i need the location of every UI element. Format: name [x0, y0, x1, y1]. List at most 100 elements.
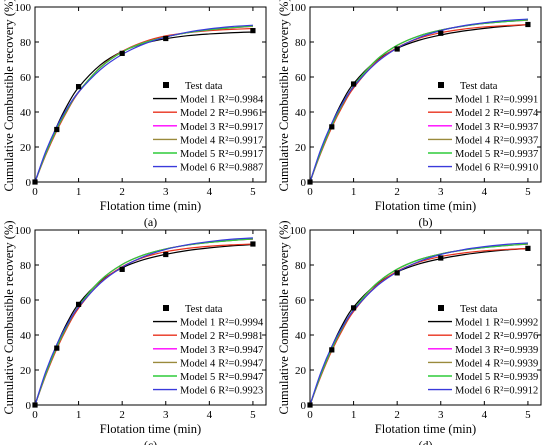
legend-r2-value: R²=0.9937 — [493, 149, 538, 160]
legend-r2-value: R²=0.9976 — [493, 331, 538, 342]
y-tick-label: 60 — [295, 295, 307, 307]
legend-r2-value: R²=0.9947 — [218, 372, 263, 383]
test-data-point — [250, 28, 256, 34]
y-tick-label: 20 — [20, 365, 32, 377]
legend-r2-value: R²=0.9939 — [493, 345, 538, 356]
y-tick-label: 0 — [301, 400, 307, 412]
y-tick-label: 40 — [20, 107, 32, 119]
x-tick-label: 1 — [351, 186, 357, 198]
legend-label-model-4: Model 4 R²=0.9939 — [455, 358, 538, 369]
legend-label-model-4: Model 4 R²=0.9917 — [180, 135, 263, 146]
y-tick-label: 0 — [26, 400, 32, 412]
y-tick-label: 100 — [290, 2, 307, 14]
test-data-point — [163, 35, 169, 42]
legend-label-model-3: Model 3 R²=0.9937 — [455, 122, 538, 133]
y-tick-label: 40 — [295, 330, 307, 342]
y-tick-label: 80 — [295, 37, 307, 49]
x-tick-label: 2 — [119, 186, 125, 198]
x-tick-label: 0 — [307, 186, 313, 198]
panel-b: 0 1 2 3 4 5 0 20 40 60 80 100 Flotation time (min) Cu… — [277, 0, 542, 229]
test-data-point — [525, 245, 531, 251]
legend-r2-value: R²=0.9961 — [218, 108, 263, 119]
legend-label-test-data: Test data — [460, 81, 498, 92]
y-tick-label: 20 — [295, 365, 307, 377]
legend-series-name: Model 2 — [180, 331, 215, 342]
legend-series-name: Model 4 — [455, 358, 491, 369]
x-tick-label: 5 — [525, 186, 531, 198]
legend-r2-value: R²=0.9984 — [218, 95, 264, 106]
test-data-point — [438, 30, 444, 36]
test-data-point — [119, 50, 125, 56]
legend-r2-value: R²=0.9994 — [218, 318, 264, 329]
legend-r2-value: R²=0.9991 — [493, 95, 538, 106]
legend-label-model-6: Model 6 R²=0.9912 — [455, 386, 538, 397]
legend-label-model-6: Model 6 R²=0.9887 — [180, 163, 263, 174]
legend-series-name: Model 1 — [180, 318, 215, 329]
legend-series-name: Model 4 — [455, 135, 491, 146]
legend-label-model-6: Model 6 R²=0.9923 — [180, 386, 263, 397]
legend-label-model-2: Model 2 R²=0.9961 — [180, 108, 263, 119]
x-tick-label: 5 — [250, 409, 256, 421]
legend-marker-test-data — [438, 305, 444, 311]
y-tick-label: 60 — [20, 295, 32, 307]
legend-series-name: Model 2 — [180, 108, 215, 119]
legend-r2-value: R²=0.9937 — [493, 122, 538, 133]
legend-series-name: Model 3 — [180, 345, 215, 356]
plot-frame — [309, 229, 542, 406]
legend-series-name: Model 6 — [455, 163, 490, 174]
panel-d: 0 1 2 3 4 5 0 20 40 60 80 100 Flotation time (min) Cu… — [277, 220, 542, 445]
legend-r2-value: R²=0.9939 — [493, 372, 538, 383]
legend-series-name: Model 5 — [180, 372, 215, 383]
legend-series-name: Model 4 — [180, 135, 216, 146]
legend-r2-value: R²=0.9917 — [218, 135, 263, 146]
legend-r2-value: R²=0.9923 — [218, 386, 263, 397]
legend-label-model-2: Model 2 R²=0.9976 — [455, 331, 538, 342]
y-axis-label: Cumulative Combustible recovery (%) — [2, 220, 16, 414]
legend-r2-value: R²=0.9917 — [218, 122, 263, 133]
test-data-point — [75, 84, 82, 90]
legend-series-name: Model 6 — [180, 386, 215, 397]
legend-series-name: Model 6 — [180, 163, 215, 174]
x-tick-label: 0 — [307, 409, 313, 421]
x-tick-label: 3 — [438, 186, 444, 198]
panel-label: (b) — [419, 215, 433, 229]
legend-label-test-data: Test data — [460, 304, 498, 315]
y-tick-label: 60 — [20, 72, 32, 84]
y-tick-label: 40 — [295, 107, 307, 119]
legend-series-name: Model 1 — [455, 318, 490, 329]
x-tick-label: 0 — [32, 409, 38, 421]
legend-marker-test-data — [438, 82, 444, 88]
y-tick-label: 40 — [20, 330, 32, 342]
legend-series-name: Model 1 — [455, 95, 490, 106]
y-tick-label: 20 — [295, 142, 307, 154]
test-data-point — [54, 126, 60, 133]
x-tick-label: 3 — [163, 186, 169, 198]
x-axis-label: Flotation time (min) — [375, 422, 476, 436]
test-data-point — [119, 266, 125, 272]
x-tick-label: 5 — [525, 409, 531, 421]
legend-label-model-5: Model 5 R²=0.9947 — [180, 372, 263, 383]
legend-r2-value: R²=0.9937 — [493, 135, 538, 146]
panel-label: (d) — [419, 438, 433, 445]
plot-frame — [34, 6, 267, 183]
legend-label-model-4: Model 4 R²=0.9937 — [455, 135, 538, 146]
y-tick-label: 100 — [15, 2, 32, 14]
y-tick-label: 80 — [20, 37, 32, 49]
legend-r2-value: R²=0.9910 — [493, 163, 538, 174]
legend-label-model-3: Model 3 R²=0.9947 — [180, 345, 263, 356]
test-data-point — [525, 21, 531, 28]
legend-r2-value: R²=0.9981 — [218, 331, 263, 342]
x-tick-label: 3 — [438, 409, 444, 421]
y-axis-label: Cumulative Combustible recovery (%) — [277, 220, 291, 414]
legend-series-name: Model 3 — [180, 122, 215, 133]
legend-label-model-5: Model 5 R²=0.9937 — [455, 149, 538, 160]
plot-frame — [34, 229, 267, 406]
legend-series-name: Model 6 — [455, 386, 490, 397]
x-axis-label: Flotation time (min) — [375, 199, 476, 213]
legend-label-model-6: Model 6 R²=0.9910 — [455, 163, 538, 174]
y-tick-label: 100 — [15, 225, 32, 237]
x-tick-label: 5 — [250, 186, 256, 198]
panel-label: (a) — [144, 215, 157, 229]
y-tick-label: 0 — [301, 177, 307, 189]
y-tick-label: 80 — [20, 260, 32, 272]
